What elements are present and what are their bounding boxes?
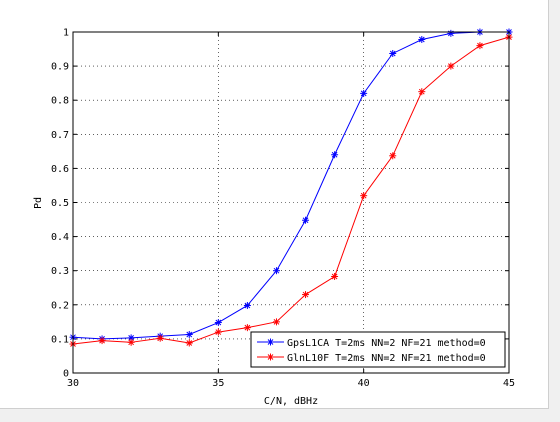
data-point-marker xyxy=(331,272,339,280)
y-tick-label: 0.3 xyxy=(51,266,69,277)
legend-label-gln: GlnL10F T=2ms NN=2 NF=21 method=0 xyxy=(287,353,486,364)
x-tick-label: 35 xyxy=(212,378,224,389)
x-tick-label: 45 xyxy=(503,378,515,389)
data-point-marker xyxy=(302,291,310,299)
legend-marker-symbol xyxy=(267,353,274,361)
legend-label-gps: GpsL1CA T=2ms NN=2 NF=21 method=0 xyxy=(287,338,486,349)
series-line xyxy=(72,36,510,345)
y-tick-label: 0.8 xyxy=(51,96,69,107)
series-1 xyxy=(69,33,513,348)
data-point-marker xyxy=(127,338,135,346)
plot-frame xyxy=(72,31,510,374)
y-tick-label: 0.4 xyxy=(51,232,69,243)
data-point-marker xyxy=(272,318,280,326)
y-tick-label: 0.2 xyxy=(51,300,69,311)
data-point-marker xyxy=(302,216,310,224)
y-tick-label: 0.7 xyxy=(51,130,69,141)
plot-area xyxy=(73,32,509,373)
legend-marker-symbol xyxy=(267,338,274,346)
data-point-marker xyxy=(331,151,339,159)
data-point-marker xyxy=(447,62,455,70)
data-point-marker xyxy=(272,267,280,275)
data-point-marker xyxy=(243,301,251,309)
data-point-marker xyxy=(389,49,397,57)
data-point-marker xyxy=(98,337,106,345)
figure-window: 30 35 40 45 0 0.1 0.2 0.3 0.4 0.5 0.6 0.7 0.8 0.9 1 C/… xyxy=(0,0,549,409)
data-point-marker xyxy=(476,42,484,50)
data-point-marker xyxy=(214,319,222,327)
data-point-marker xyxy=(360,89,368,97)
legend-box xyxy=(250,331,506,368)
y-tick-label: 0.5 xyxy=(51,198,69,209)
data-point-marker xyxy=(389,152,397,160)
x-tick-label: 40 xyxy=(358,378,370,389)
data-point-marker xyxy=(360,192,368,200)
legend: GpsL1CA T=2ms NN=2 NF=21 method=0 GlnL10… xyxy=(250,331,506,368)
grid-lines xyxy=(73,32,509,373)
data-point-marker xyxy=(156,334,164,342)
data-point-marker xyxy=(418,88,426,96)
x-axis-label: C/N, dBHz xyxy=(264,396,318,407)
data-point-marker xyxy=(418,36,426,44)
data-point-marker xyxy=(185,330,193,338)
data-point-marker xyxy=(447,29,455,37)
y-tick-label: 0.1 xyxy=(51,334,69,345)
y-tick-label: 1 xyxy=(63,28,69,39)
y-tick-label: 0.9 xyxy=(51,62,69,73)
tick-labels: 30 35 40 45 0 0.1 0.2 0.3 0.4 0.5 0.6 0.7 0.8 0.9 1 xyxy=(51,28,515,390)
data-point-marker xyxy=(214,328,222,336)
series-line xyxy=(72,31,509,340)
y-tick-label: 0 xyxy=(63,369,69,380)
legend-marker-gln xyxy=(267,353,274,361)
y-axis-label: Pd xyxy=(33,197,44,209)
line-chart: 30 35 40 45 0 0.1 0.2 0.3 0.4 0.5 0.6 0.7 0.8 0.9 1 C/… xyxy=(33,28,515,408)
data-point-marker xyxy=(243,324,251,332)
y-tick-label: 0.6 xyxy=(51,164,69,175)
legend-marker-gps xyxy=(267,338,274,346)
x-tick-label: 30 xyxy=(67,378,79,389)
data-point-marker xyxy=(185,339,193,347)
